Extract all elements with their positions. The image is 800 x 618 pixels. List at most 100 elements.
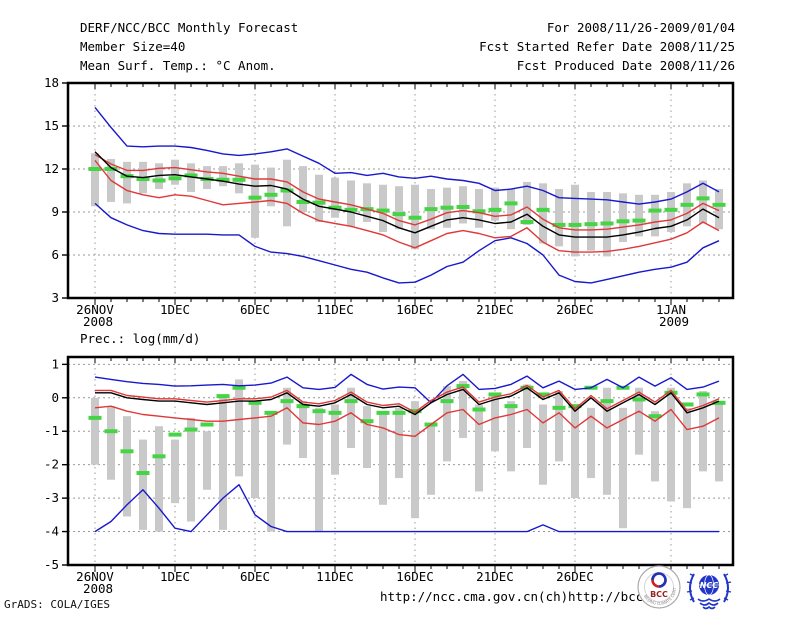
member-spread-bar	[603, 387, 611, 495]
member-spread-bar	[699, 391, 707, 472]
observation-dash	[632, 397, 646, 402]
observation-dash	[648, 208, 662, 213]
member-spread-bar	[587, 191, 595, 251]
forecast-range-label: For 2008/11/26-2009/01/04	[546, 20, 735, 35]
observation-dash	[120, 449, 134, 454]
observation-dash	[440, 205, 454, 210]
observation-dash	[344, 207, 358, 212]
member-spread-bar	[91, 153, 99, 207]
observation-dash	[552, 405, 566, 410]
upper-quartile-line	[94, 154, 720, 231]
member-spread-bar	[587, 407, 595, 479]
x-tick-label: 1DEC	[160, 569, 190, 584]
ncc-waves	[697, 598, 721, 610]
observation-dash	[136, 471, 150, 476]
member-spread-bar	[123, 416, 131, 517]
bcc-logo: BCC BEIJING CLIMATE CENTER	[636, 564, 681, 609]
observation-dash	[248, 400, 262, 405]
observation-dash	[312, 200, 326, 205]
member-spread-bar	[171, 439, 179, 504]
member-spread-bar	[651, 194, 659, 237]
member-spread-bar	[251, 164, 259, 238]
member-spread-bar	[555, 391, 563, 462]
observation-dash	[712, 202, 726, 207]
observation-dash	[392, 410, 406, 415]
member-size-label: Member Size=40	[80, 39, 186, 54]
plot-frame	[66, 355, 735, 567]
member-spread-bar	[475, 189, 483, 228]
observation-dash	[376, 208, 390, 213]
member-spread-bar	[491, 187, 499, 221]
observation-dash	[152, 454, 166, 459]
upper-quartile-line	[95, 384, 720, 413]
observation-dash	[216, 394, 230, 399]
member-spread-bar	[363, 183, 371, 223]
bcc-swirl-blue	[651, 572, 667, 588]
y-tick-label: 18	[44, 75, 59, 90]
observation-dash	[376, 410, 390, 415]
temperature-panel-title: Mean Surf. Temp.: °C Anom.	[80, 58, 276, 73]
member-spread-bar	[171, 159, 179, 185]
member-spread-bar	[267, 167, 275, 207]
x-tick-year-label: 2009	[659, 314, 689, 329]
y-tick-label: 1	[51, 356, 59, 371]
member-spread-bar	[155, 426, 163, 532]
member-spread-bar	[347, 387, 355, 448]
y-tick-label: 15	[44, 118, 59, 133]
observation-dash	[600, 399, 614, 404]
observation-dash	[392, 212, 406, 217]
observation-dash	[632, 218, 646, 223]
x-tick-label: 6DEC	[240, 569, 270, 584]
observation-dash	[456, 204, 470, 209]
member-spread-bar	[427, 424, 435, 495]
member-spread-bar	[331, 404, 339, 475]
member-spread-bar	[299, 401, 307, 458]
ensemble-min-line	[94, 484, 719, 533]
member-spread-bar	[555, 189, 563, 247]
member-spread-bar	[139, 439, 147, 530]
member-spread-bar	[699, 180, 707, 224]
member-spread-bar	[395, 186, 403, 230]
member-spread-bar	[475, 404, 483, 492]
observation-dash	[184, 427, 198, 432]
x-tick-label: 11DEC	[316, 569, 354, 584]
member-spread-bar	[619, 193, 627, 243]
member-spread-bar	[715, 401, 723, 482]
observation-dash	[248, 195, 262, 200]
plot-frame	[66, 81, 735, 300]
observation-dash	[184, 173, 198, 178]
x-tick-label: 16DEC	[396, 302, 434, 317]
observation-dash	[232, 177, 246, 182]
x-tick-label: 26DEC	[556, 569, 594, 584]
y-tick-label: 6	[51, 247, 59, 262]
member-spread-bar	[203, 431, 211, 490]
observation-dash	[328, 410, 342, 415]
observation-dash	[280, 399, 294, 404]
x-tick-label: 16DEC	[396, 569, 434, 584]
member-spread-bar	[651, 411, 659, 482]
x-tick-year-label: 2008	[83, 314, 113, 329]
x-tick-year-label: 2008	[83, 581, 113, 596]
bcc-logo-label: BCC	[650, 590, 668, 599]
observation-dash	[664, 207, 678, 212]
observation-dash	[136, 177, 150, 182]
member-spread-bar	[523, 384, 531, 448]
x-tick-label: 26NOV	[76, 569, 114, 584]
observation-dash	[264, 192, 278, 197]
member-spread-bar	[635, 387, 643, 455]
member-spread-bar	[379, 411, 387, 505]
observation-dash	[520, 220, 534, 225]
observation-dash	[536, 392, 550, 397]
observation-dash	[488, 392, 502, 397]
y-tick-label: 3	[51, 290, 59, 305]
page-title: DERF/NCC/BCC Monthly Forecast	[80, 20, 299, 35]
x-tick-label: 1JAN	[656, 302, 686, 317]
observation-dash	[552, 222, 566, 227]
member-spread-bar	[91, 397, 99, 465]
x-tick-label: 11DEC	[316, 302, 354, 317]
bcc-url-text: http://bcc.c	[568, 589, 659, 604]
precip-panel-title: Prec.: log(mm/d)	[80, 331, 201, 346]
